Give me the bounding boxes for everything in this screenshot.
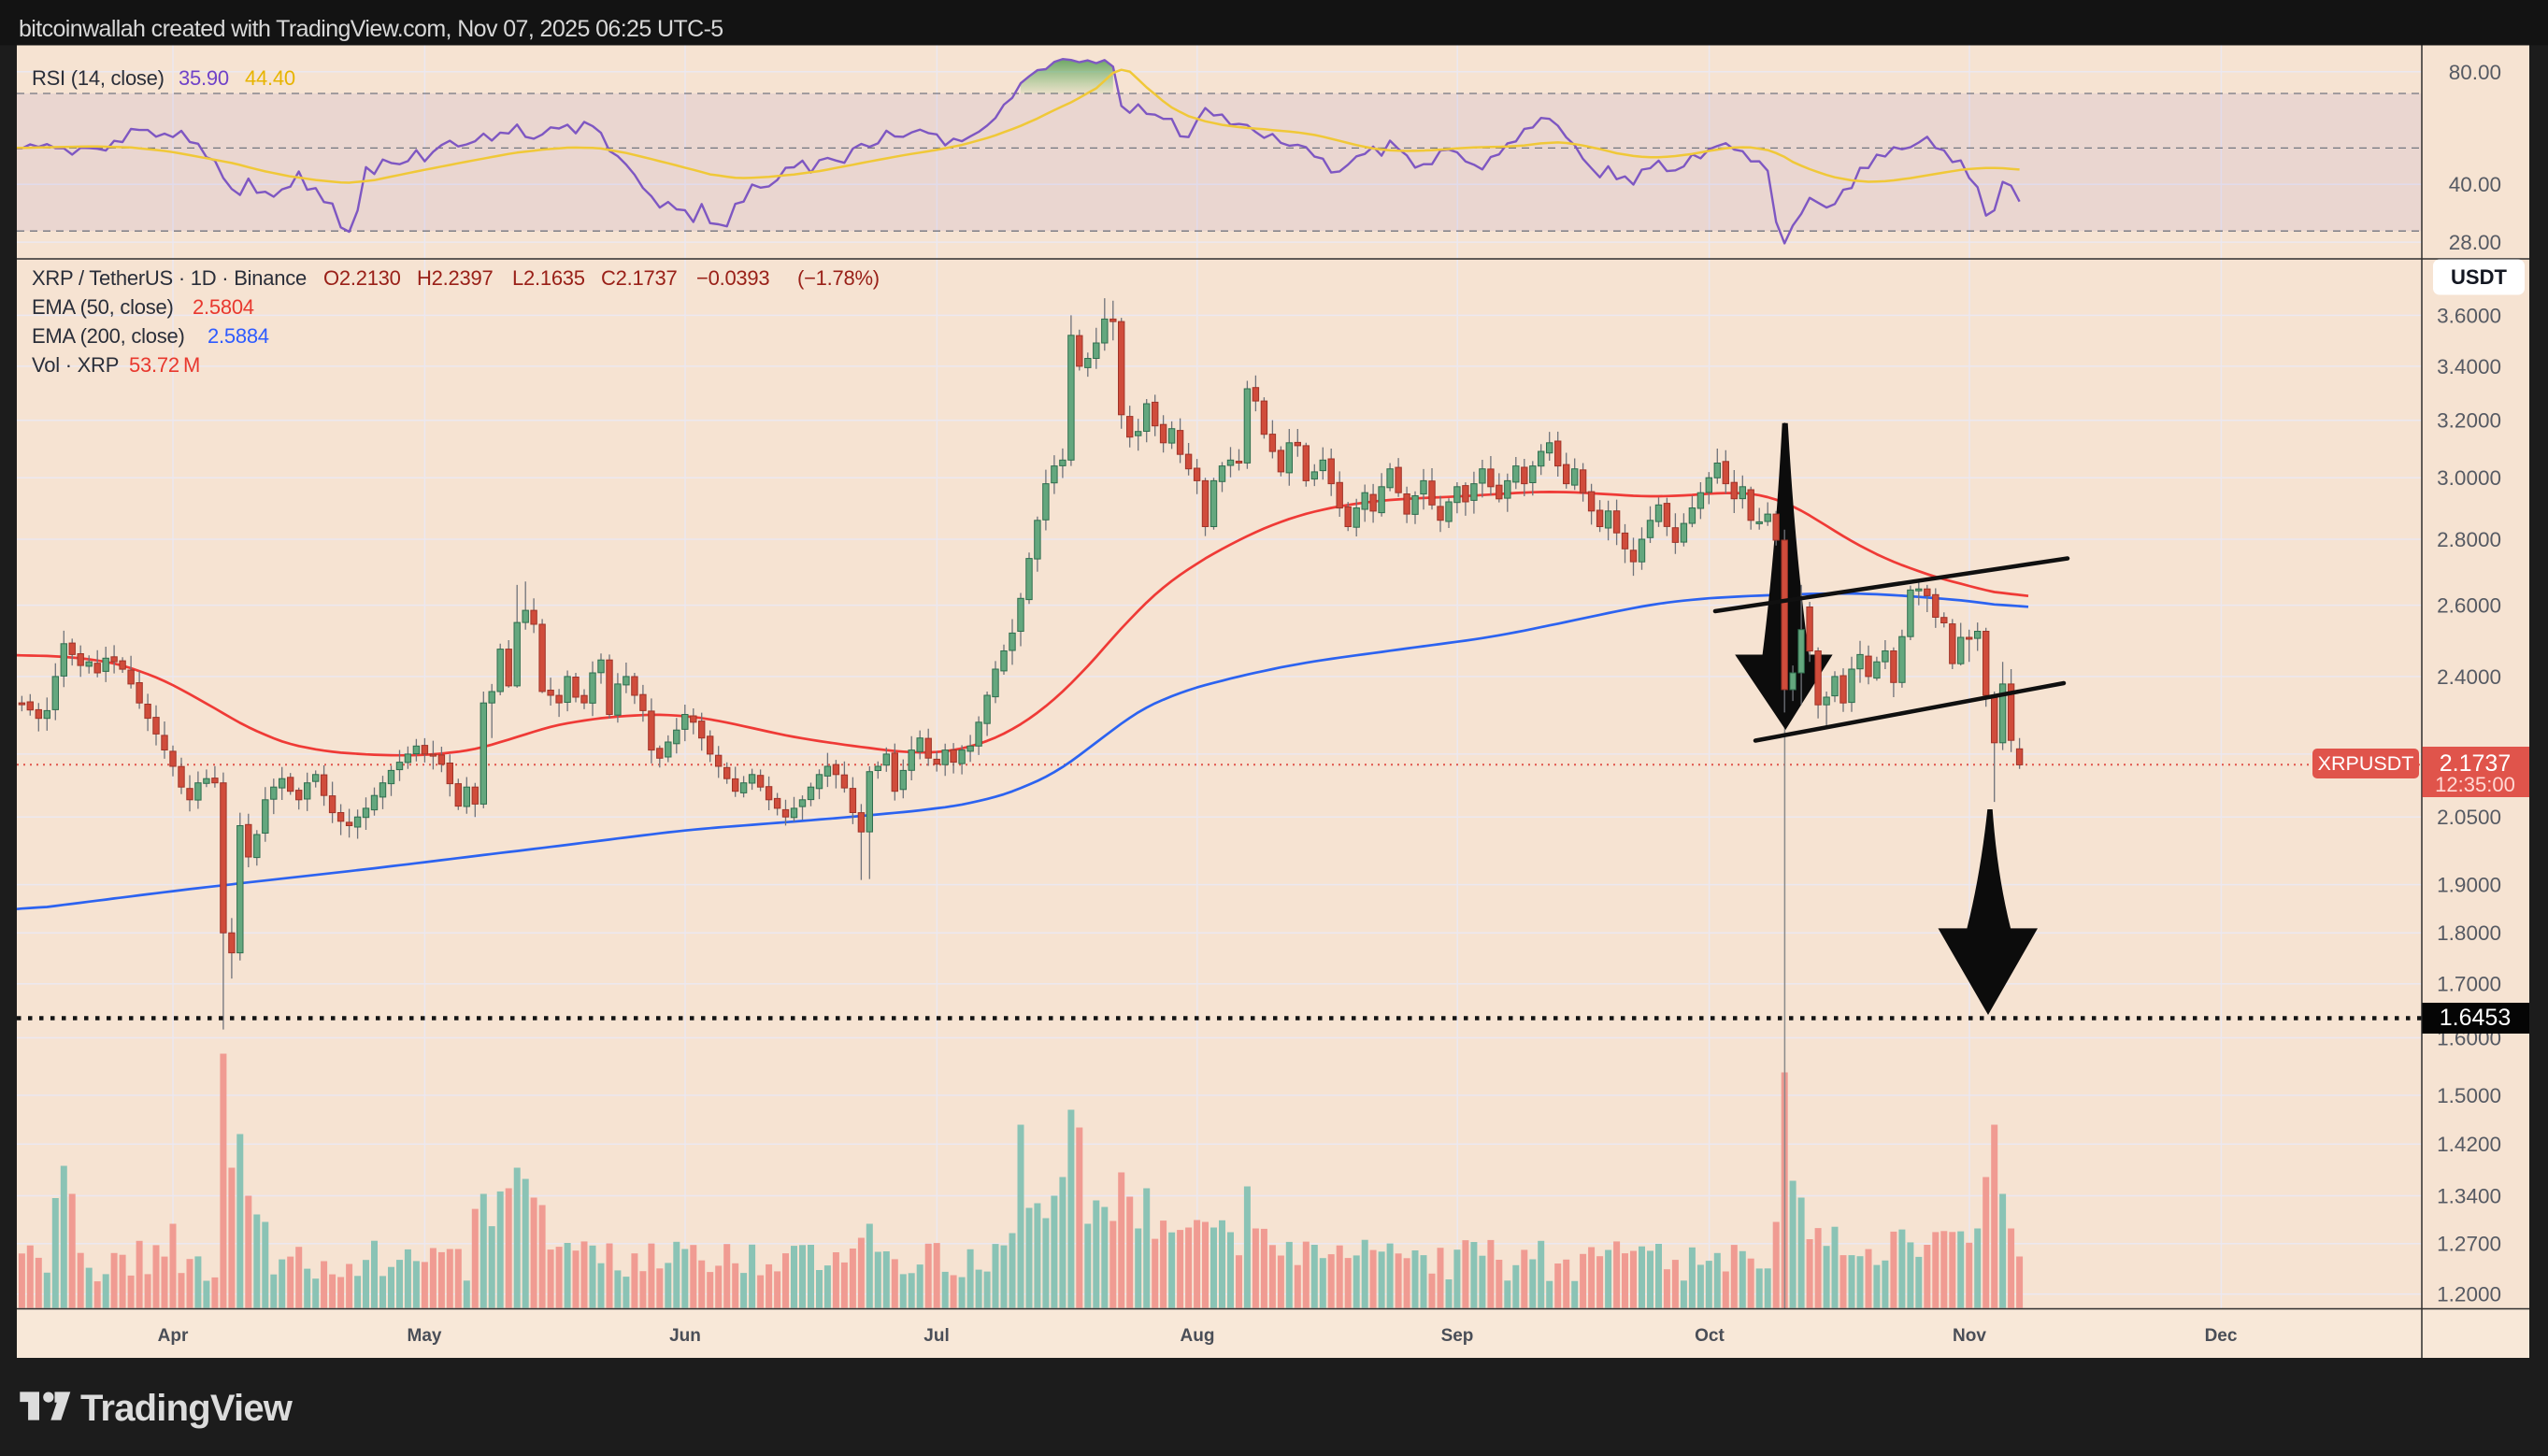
svg-text:1.7000: 1.7000: [2437, 973, 2501, 996]
svg-text:TradingView: TradingView: [80, 1388, 293, 1429]
svg-text:2.6000: 2.6000: [2437, 594, 2501, 618]
svg-text:EMA (50, close): EMA (50, close): [32, 295, 174, 319]
svg-text:May: May: [408, 1326, 442, 1346]
svg-text:1.2700: 1.2700: [2437, 1233, 2501, 1256]
svg-text:USDT: USDT: [2451, 265, 2507, 289]
svg-text:C2.1737: C2.1737: [601, 266, 677, 290]
svg-text:2.0500: 2.0500: [2437, 806, 2501, 829]
svg-text:3.0000: 3.0000: [2437, 466, 2501, 490]
svg-text:1.3400: 1.3400: [2437, 1185, 2501, 1208]
svg-text:Aug: Aug: [1181, 1326, 1215, 1346]
svg-text:2.5804: 2.5804: [193, 295, 254, 319]
svg-text:3.4000: 3.4000: [2437, 355, 2501, 378]
svg-text:EMA (200, close): EMA (200, close): [32, 324, 185, 348]
svg-text:H2.2397: H2.2397: [417, 266, 493, 290]
svg-text:bitcoinwallah created with Tra: bitcoinwallah created with TradingView.c…: [19, 16, 723, 42]
svg-text:Sep: Sep: [1441, 1326, 1474, 1346]
svg-text:3.2000: 3.2000: [2437, 409, 2501, 433]
svg-text:1.8000: 1.8000: [2437, 921, 2501, 945]
svg-text:(−1.78%): (−1.78%): [797, 266, 880, 290]
svg-text:2.4000: 2.4000: [2437, 665, 2501, 689]
svg-text:Jun: Jun: [669, 1326, 701, 1346]
svg-text:Jul: Jul: [923, 1326, 949, 1346]
svg-text:Vol · XRP: Vol · XRP: [32, 353, 119, 377]
svg-text:1.5000: 1.5000: [2437, 1084, 2501, 1107]
svg-text:53.72 M: 53.72 M: [129, 353, 200, 377]
svg-text:35.90: 35.90: [179, 66, 229, 90]
svg-text:12:35:00: 12:35:00: [2435, 773, 2515, 796]
svg-text:RSI (14, close): RSI (14, close): [32, 66, 165, 90]
svg-text:L2.1635: L2.1635: [512, 266, 585, 290]
svg-text:2.1737: 2.1737: [2440, 750, 2511, 777]
svg-text:1.6453: 1.6453: [2440, 1005, 2511, 1031]
svg-text:28.00: 28.00: [2449, 231, 2501, 254]
svg-text:1.4200: 1.4200: [2437, 1133, 2501, 1156]
svg-text:XRP / TetherUS · 1D · Binance: XRP / TetherUS · 1D · Binance: [32, 266, 307, 290]
svg-text:40.00: 40.00: [2449, 173, 2501, 196]
svg-text:3.6000: 3.6000: [2437, 304, 2501, 327]
svg-text:44.40: 44.40: [245, 66, 295, 90]
svg-text:O2.2130: O2.2130: [323, 266, 401, 290]
svg-text:2.8000: 2.8000: [2437, 528, 2501, 551]
svg-text:Dec: Dec: [2205, 1326, 2238, 1346]
svg-text:Apr: Apr: [158, 1326, 189, 1346]
svg-text:−0.0393: −0.0393: [696, 266, 769, 290]
svg-text:Oct: Oct: [1695, 1326, 1725, 1346]
svg-text:XRPUSDT: XRPUSDT: [2318, 752, 2414, 775]
svg-text:1.2000: 1.2000: [2437, 1283, 2501, 1306]
svg-text:1.9000: 1.9000: [2437, 874, 2501, 897]
svg-text:2.5884: 2.5884: [208, 324, 269, 348]
svg-text:80.00: 80.00: [2449, 61, 2501, 84]
svg-text:Nov: Nov: [1953, 1326, 1986, 1346]
